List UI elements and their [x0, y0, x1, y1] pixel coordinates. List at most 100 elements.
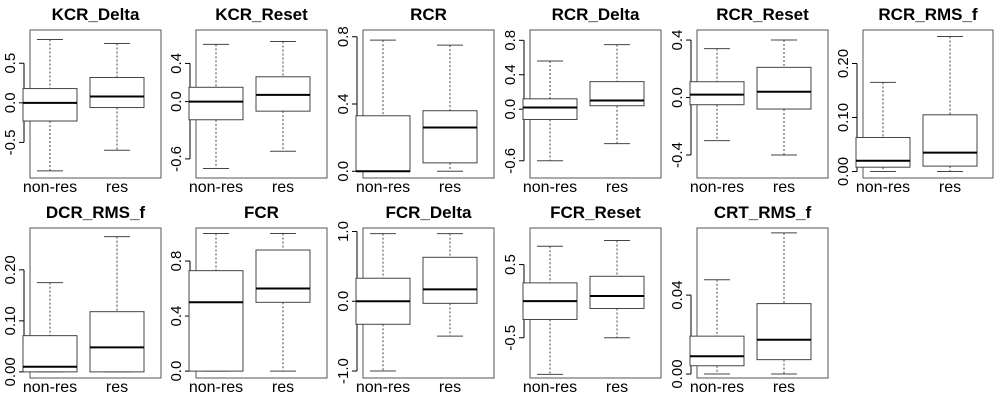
- box-non-res: [522, 60, 578, 162]
- x-category-label: non-res: [523, 379, 577, 396]
- box-non-res: [355, 39, 411, 173]
- iqr-box: [689, 335, 745, 367]
- y-tick-label: 0.4: [335, 94, 352, 115]
- iqr-box: [689, 81, 745, 106]
- x-category-label: non-res: [23, 379, 77, 396]
- chart-title: RCR_Reset: [716, 5, 809, 24]
- y-tick-label: 0.4: [502, 64, 519, 85]
- y-tick-label: -0.4: [669, 142, 686, 168]
- chart-title: FCR_Delta: [386, 203, 473, 222]
- panel-rcr: RCR 0.0 0.4 0.8 non-res res: [335, 5, 495, 196]
- x-category-label: non-res: [356, 179, 410, 196]
- x-category-label: non-res: [856, 179, 910, 196]
- y-tick-label: 0.00: [835, 157, 852, 186]
- box-non-res: [522, 245, 578, 375]
- y-tick-label: 0.10: [835, 103, 852, 132]
- chart-title: KCR_Delta: [52, 5, 140, 24]
- box-res: [422, 44, 478, 172]
- chart-title: DCR_RMS_f: [46, 203, 146, 222]
- x-category-label: res: [606, 179, 628, 196]
- x-category-label: res: [606, 379, 628, 396]
- x-category-label: res: [773, 379, 795, 396]
- iqr-box: [522, 98, 578, 120]
- x-category-label: res: [272, 379, 294, 396]
- iqr-box: [756, 66, 812, 110]
- box-non-res: [188, 233, 244, 372]
- y-tick-label: -0.5: [2, 129, 19, 155]
- y-tick-label: 0.8: [502, 30, 519, 51]
- y-tick-label: -1.0: [335, 358, 352, 384]
- iqr-box: [22, 88, 78, 122]
- iqr-box: [89, 311, 145, 373]
- box-non-res: [855, 81, 911, 173]
- box-res: [922, 35, 978, 173]
- chart-title: RCR_RMS_f: [878, 5, 978, 24]
- box-res: [255, 233, 311, 372]
- y-tick-label: 0.0: [2, 92, 19, 113]
- iqr-box: [422, 256, 478, 304]
- box-res: [422, 233, 478, 337]
- y-tick-label: 0.0: [335, 161, 352, 182]
- box-res: [255, 40, 311, 152]
- y-tick-label: 0.0: [669, 87, 686, 108]
- x-category-label: res: [773, 179, 795, 196]
- iqr-box: [589, 275, 645, 309]
- y-tick-label: -0.6: [168, 146, 185, 172]
- box-res: [89, 236, 145, 373]
- x-category-label: non-res: [690, 379, 744, 396]
- iqr-box: [756, 303, 812, 361]
- plot-frame: [862, 29, 994, 179]
- x-category-label: res: [106, 379, 128, 396]
- chart-title: FCR: [244, 203, 279, 222]
- panel-kcr-delta: KCR_Delta -0.5 0.0 0.5 non-res res: [2, 5, 162, 196]
- x-category-label: res: [939, 179, 961, 196]
- box-non-res: [188, 43, 244, 169]
- box-res: [756, 39, 812, 156]
- iqr-box: [855, 136, 911, 168]
- x-category-label: non-res: [23, 179, 77, 196]
- y-tick-label: 0.0: [168, 91, 185, 112]
- iqr-box: [589, 81, 645, 107]
- y-tick-label: -0.5: [502, 325, 519, 351]
- y-tick-label: 0.4: [168, 306, 185, 327]
- chart-title: RCR_Delta: [552, 5, 640, 24]
- x-category-label: non-res: [189, 179, 243, 196]
- x-category-label: res: [439, 179, 461, 196]
- y-tick-label: 0.0: [168, 361, 185, 382]
- panel-fcr: FCR 0.0 0.4 0.8 non-res res: [168, 203, 328, 396]
- iqr-box: [188, 86, 244, 121]
- y-tick-label: 0.4: [168, 53, 185, 74]
- iqr-box: [422, 110, 478, 164]
- plot-frame: [362, 29, 495, 179]
- box-res: [589, 44, 645, 145]
- chart-title: CRT_RMS_f: [714, 203, 812, 222]
- panel-kcr-reset: KCR_Reset -0.6 0.0 0.4 non-res res: [168, 5, 328, 196]
- plot-frame: [29, 227, 162, 379]
- box-non-res: [22, 282, 78, 373]
- box-res: [89, 42, 145, 151]
- x-category-label: non-res: [356, 379, 410, 396]
- chart-title: FCR_Reset: [550, 203, 641, 222]
- box-non-res: [689, 279, 745, 375]
- y-tick-label: 0.00: [2, 357, 19, 386]
- panel-rcr-delta: RCR_Delta -0.6 0.0 0.4 0.8 non-res res: [502, 5, 662, 196]
- iqr-box: [188, 270, 244, 372]
- y-tick-label: 0.8: [168, 251, 185, 272]
- iqr-box: [922, 114, 978, 167]
- y-tick-label: 0.0: [502, 99, 519, 120]
- chart-title: RCR: [410, 5, 447, 24]
- box-non-res: [355, 233, 411, 372]
- y-tick-label: 0.5: [2, 53, 19, 74]
- y-tick-label: 0.20: [2, 255, 19, 284]
- x-category-label: res: [272, 179, 294, 196]
- x-category-label: non-res: [523, 179, 577, 196]
- x-category-label: non-res: [189, 379, 243, 396]
- iqr-box: [89, 76, 145, 109]
- y-tick-label: 0.00: [669, 359, 686, 388]
- box-res: [589, 239, 645, 339]
- plot-frame: [696, 227, 829, 379]
- y-tick-label: 0.10: [2, 306, 19, 335]
- x-category-label: res: [439, 379, 461, 396]
- panel-dcr-rms-f: DCR_RMS_f 0.00 0.10 0.20 non-res res: [2, 203, 162, 396]
